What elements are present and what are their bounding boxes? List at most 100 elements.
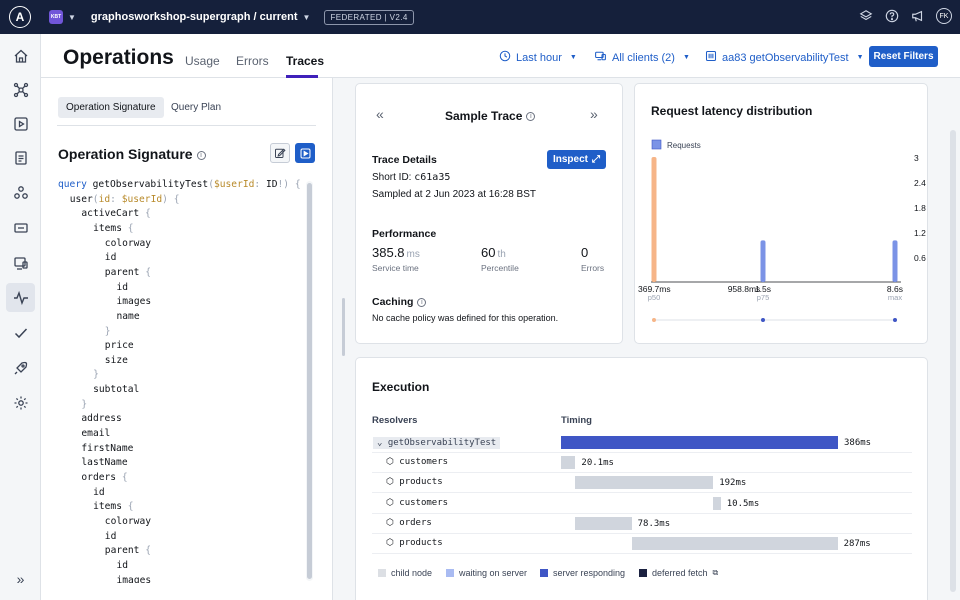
check-icon[interactable] [6, 318, 35, 347]
latency-distribution-card: Request latency distribution Requests 3 2.… [634, 83, 928, 344]
top-bar: A KBT ▼ graphosworkshop-supergraph / cur… [0, 0, 960, 34]
page-scrollbar[interactable] [950, 130, 956, 592]
code-line: parent { [104, 266, 152, 278]
active-tab-indicator [286, 75, 318, 78]
info-icon[interactable]: i [196, 150, 206, 160]
resolver-name[interactable]: ⬡ customers [386, 497, 449, 508]
next-trace-icon[interactable]: » [590, 106, 598, 122]
code-line: } [104, 325, 111, 337]
panel-resize-handle[interactable] [342, 298, 345, 356]
reset-filters-button[interactable]: Reset Filters [869, 46, 938, 67]
operation-signature-panel: Operation Signature Query Plan Operation… [41, 78, 333, 600]
code-line: id [93, 486, 105, 498]
time-filter[interactable]: Last hour ▼ [499, 50, 577, 65]
subgraphs-icon[interactable] [6, 178, 35, 207]
y-tick-label: 1.2 [914, 228, 926, 238]
code-line: price [104, 340, 134, 352]
user-avatar[interactable]: FK [936, 8, 952, 24]
code-line: colorway [104, 237, 152, 249]
megaphone-icon[interactable] [910, 8, 926, 24]
sample-trace-title: Sample Trace i [445, 109, 536, 123]
page-title: Operations [63, 46, 174, 69]
legend-swatch [446, 569, 454, 577]
code-scrollbar-thumb[interactable] [307, 183, 312, 579]
graph-chevron-down-icon[interactable]: ▼ [302, 12, 311, 22]
info-icon[interactable]: i [417, 297, 427, 307]
run-in-explorer-button[interactable] [295, 143, 315, 163]
timing-column-header: Timing [561, 415, 592, 426]
service-time-label: Service time [372, 263, 419, 273]
timing-bar[interactable] [575, 476, 714, 490]
copy-operation-button[interactable] [270, 143, 290, 163]
tab-errors[interactable]: Errors [236, 54, 269, 68]
timing-bar[interactable] [575, 516, 632, 530]
schema-icon[interactable] [6, 75, 35, 104]
layers-icon[interactable] [858, 8, 874, 24]
execution-title: Execution [372, 380, 430, 394]
resolver-root[interactable]: ⌄ getObservabilityTest [373, 437, 501, 449]
service-time-value: 385.8 ms [372, 245, 420, 260]
operation-code[interactable]: query getObservabilityTest($userId: ID!)… [58, 178, 310, 583]
code-line: id [104, 252, 117, 264]
row-divider [372, 452, 912, 453]
timing-value: 20.1ms [581, 458, 614, 469]
operation-filter-icon [705, 50, 717, 65]
clients-icon[interactable] [6, 213, 35, 242]
tab-traces[interactable]: Traces [286, 54, 325, 68]
resolver-name[interactable]: ⬡ customers [386, 457, 449, 468]
code-line: query getObservabilityTest($userId: ID!)… [58, 179, 301, 190]
timing-value: 192ms [719, 478, 747, 489]
resolver-name[interactable]: ⬡ orders [386, 517, 432, 528]
subtab-query-plan[interactable]: Query Plan [171, 102, 222, 113]
timing-bar[interactable] [713, 496, 721, 510]
double-chevron-right-icon[interactable]: » [16, 570, 25, 587]
execution-legend-item[interactable]: deferred fetch ⧉ [639, 568, 718, 578]
previous-trace-icon[interactable]: « [376, 106, 384, 122]
time-filter-label: Last hour [516, 51, 562, 64]
org-chevron-down-icon[interactable]: ▼ [68, 12, 76, 22]
timing-bar[interactable] [561, 456, 576, 470]
chevron-down-icon: ▼ [569, 54, 577, 61]
play-icon [300, 148, 310, 158]
legend-swatch-requests [651, 139, 662, 150]
sample-trace-title-text: Sample Trace [445, 109, 523, 123]
resolver-name[interactable]: ⬡ products [386, 477, 443, 488]
checks-icon[interactable] [6, 143, 35, 172]
subtab-operation-signature[interactable]: Operation Signature [58, 97, 164, 118]
launch-icon[interactable] [6, 353, 35, 382]
code-line: name [116, 310, 140, 322]
short-id-value[interactable]: c61a35 [414, 172, 451, 183]
code-line: orders { [81, 472, 128, 483]
code-line: images [116, 574, 152, 583]
graph-selector[interactable]: graphosworkshop-supergraph / current [90, 11, 298, 23]
operation-filter[interactable]: aa83 getObservabilityTest ▼ [705, 50, 864, 65]
clients-filter[interactable]: All clients (2) ▼ [594, 50, 690, 65]
chevron-down-icon: ▼ [682, 54, 690, 61]
timing-bar[interactable] [631, 537, 838, 550]
settings-icon[interactable] [6, 388, 35, 417]
home-icon[interactable] [6, 41, 35, 70]
explorer-icon[interactable] [6, 109, 35, 138]
resolver-name[interactable]: ⬡ products [386, 538, 443, 548]
legend-label-requests: Requests [667, 141, 701, 150]
inspect-button[interactable]: Inspect ⤢ [547, 150, 606, 169]
row-divider [372, 553, 912, 554]
code-line: } [93, 369, 99, 381]
insights-icon[interactable] [6, 283, 35, 312]
x-tick-sublabel: max [888, 293, 902, 302]
percentile-marker [652, 318, 656, 322]
monitor-icon[interactable] [6, 248, 35, 277]
code-line: lastName [81, 457, 128, 469]
org-badge[interactable]: KBT [49, 10, 63, 24]
timing-bar[interactable] [561, 436, 838, 449]
y-tick-label: 3 [914, 153, 919, 163]
apollo-logo[interactable]: A [9, 6, 31, 28]
code-line: firstName [81, 442, 134, 454]
code-line: id [104, 530, 117, 542]
help-icon[interactable] [884, 8, 900, 24]
external-link-icon[interactable]: ⧉ [712, 568, 719, 577]
tab-usage[interactable]: Usage [185, 54, 220, 68]
operation-signature-title: Operation Signature i [58, 146, 206, 162]
code-line: subtotal [93, 384, 140, 396]
info-icon[interactable]: i [526, 112, 536, 122]
